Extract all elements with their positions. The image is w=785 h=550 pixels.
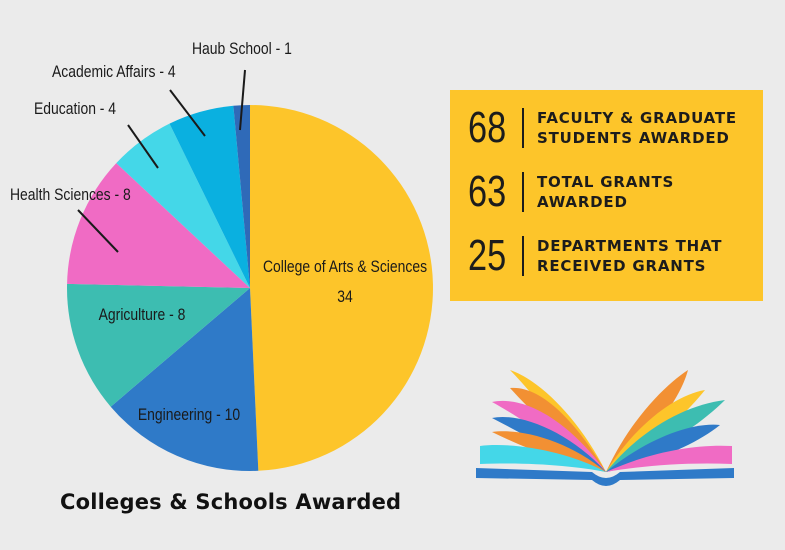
stat-divider <box>522 236 524 276</box>
book-page <box>480 445 606 472</box>
slice-label: Engineering - 10 <box>138 406 241 425</box>
stat-label: Total Grants Awarded <box>537 173 675 211</box>
book-page <box>606 445 732 472</box>
pie-slice-academic-affairs <box>169 105 250 288</box>
slice-label: Agriculture - 8 <box>99 306 186 325</box>
stat-number: 25 <box>468 231 507 280</box>
stats-box: 68 Faculty & Graduate Students Awarded 6… <box>450 90 763 301</box>
slice-label: Academic Affairs - 4 <box>52 63 176 82</box>
leader-line <box>127 124 159 169</box>
pie-slice-agriculture <box>67 283 251 407</box>
stat-divider <box>522 172 524 212</box>
leader-line <box>239 69 246 131</box>
stat-number: 63 <box>468 167 507 216</box>
leader-line <box>77 209 119 253</box>
pie-slice-college-of-arts-sciences <box>250 105 433 471</box>
book-cover <box>476 468 734 486</box>
stat-row-faculty: 68 Faculty & Graduate Students Awarded <box>468 104 753 156</box>
stat-label: Departments That Received Grants <box>537 237 723 275</box>
slice-label: Education - 4 <box>34 100 116 119</box>
slice-label: Health Sciences - 8 <box>10 186 131 205</box>
stat-divider <box>522 108 524 148</box>
slice-label: Haub School - 1 <box>192 40 292 59</box>
pie-slice-health-sciences <box>67 163 250 288</box>
stat-number: 68 <box>468 103 507 152</box>
pie-slice-engineering <box>110 288 259 471</box>
book-page <box>606 424 720 472</box>
slice-label: College of Arts & Sciences <box>263 258 427 277</box>
pie-slice-haub-school <box>233 105 250 288</box>
stat-row-departments: 25 Departments That Received Grants <box>468 232 753 284</box>
open-book-icon <box>476 370 734 486</box>
stat-label: Faculty & Graduate Students Awarded <box>537 109 737 147</box>
pie-slice-education <box>116 123 250 288</box>
slice-label: 34 <box>337 288 353 307</box>
leader-line <box>169 89 206 137</box>
chart-title: Colleges & Schools Awarded <box>60 490 402 514</box>
stat-row-grants: 63 Total Grants Awarded <box>468 168 753 220</box>
